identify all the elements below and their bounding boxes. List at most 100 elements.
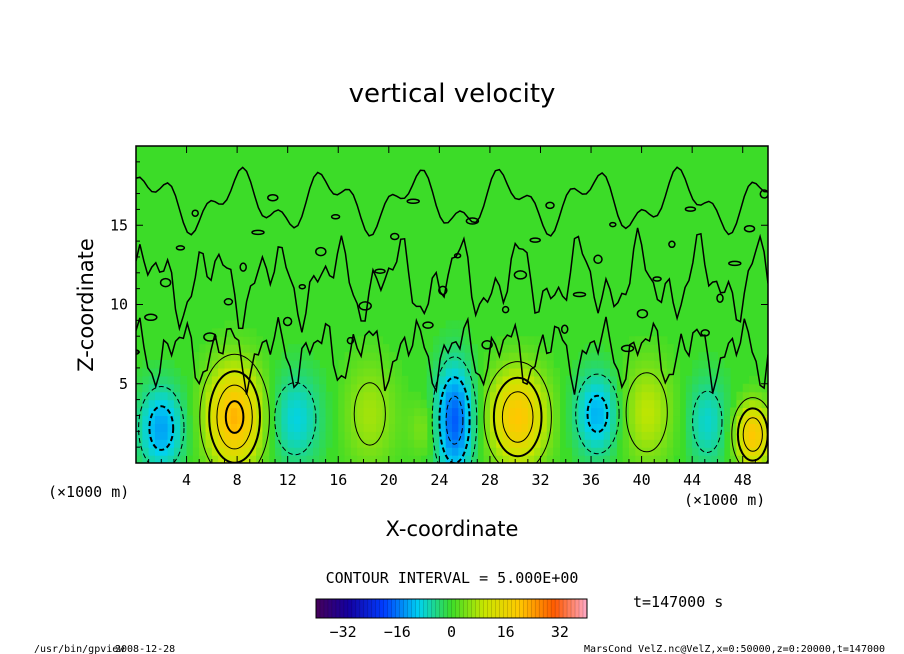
field-cell: [685, 431, 693, 440]
field-cell: [363, 352, 371, 361]
field-cell: [224, 447, 232, 456]
field-cell: [628, 352, 636, 361]
small-contour: [716, 293, 724, 303]
field-cell: [591, 375, 598, 385]
field-cell: [508, 383, 516, 393]
field-cell: [692, 383, 700, 393]
field-cell: [439, 455, 447, 463]
field-cell: [508, 336, 516, 345]
field-cell: [654, 439, 662, 448]
zero-contour: [136, 316, 768, 395]
x-tick-label: 36: [582, 471, 600, 489]
field-cell: [382, 352, 390, 361]
field-cell: [622, 383, 630, 393]
field-cell: [199, 415, 207, 424]
field-cell: [243, 375, 251, 385]
field-cell: [641, 391, 649, 401]
colorbar-swatch: [355, 599, 361, 618]
field-cell: [660, 439, 668, 448]
small-contour: [465, 217, 480, 225]
field-cell: [736, 455, 744, 463]
field-cell: [591, 455, 598, 463]
field-cell: [319, 447, 327, 456]
field-cell: [148, 375, 156, 385]
field-cell: [319, 431, 327, 440]
field-cell: [294, 423, 301, 432]
colorbar-swatch: [583, 599, 588, 618]
field-cell: [275, 447, 282, 456]
field-cell: [666, 399, 674, 409]
field-cell: [527, 383, 535, 393]
field-cell: [243, 359, 251, 369]
updraft-contour: [625, 372, 668, 453]
field-cell: [458, 383, 466, 393]
field-cell: [294, 407, 301, 417]
field-cell: [433, 399, 440, 409]
field-cell: [262, 447, 270, 456]
field-cell: [237, 415, 245, 424]
field-cell: [749, 375, 756, 385]
field-cell: [142, 383, 150, 393]
field-cell: [603, 415, 611, 424]
field-cell: [256, 352, 263, 361]
field-cell: [319, 407, 327, 417]
field-cell: [610, 407, 617, 417]
field-cell: [584, 391, 592, 401]
field-cell: [287, 407, 295, 417]
field-cell: [704, 415, 712, 424]
field-cell: [161, 383, 169, 393]
small-contour: [728, 260, 742, 267]
field-cell: [281, 407, 289, 417]
field-cell: [180, 375, 188, 385]
field-cell: [243, 383, 251, 393]
field-cell: [407, 415, 415, 424]
field-cell: [395, 407, 403, 417]
field-cell: [673, 415, 681, 424]
field-cell: [572, 447, 579, 456]
field-cell: [603, 399, 611, 409]
field-cell: [306, 399, 314, 409]
field-cell: [647, 344, 655, 353]
field-cell: [237, 439, 245, 448]
field-cell: [426, 391, 434, 401]
field-cell: [186, 447, 194, 456]
field-cell: [167, 423, 175, 432]
field-cell: [357, 455, 365, 463]
field-cell: [521, 383, 529, 393]
small-contour: [668, 240, 676, 249]
field-cell: [496, 447, 504, 456]
field-cell: [452, 383, 459, 393]
footer-source: MarsCond_VelZ.nc@VelZ,x=0:50000,z=0:2000…: [584, 644, 885, 654]
field-cell: [641, 375, 649, 385]
field-cell: [230, 320, 238, 329]
field-cell: [635, 367, 643, 377]
field-cell: [698, 439, 706, 448]
x-tick-label: 32: [531, 471, 549, 489]
field-cell: [230, 399, 238, 409]
field-cell: [173, 399, 181, 409]
field-cell: [357, 399, 365, 409]
small-contour: [545, 201, 555, 210]
field-cell: [287, 431, 295, 440]
field-cell: [711, 399, 719, 409]
colorbar-tick-label: 0: [447, 623, 456, 641]
field-cell: [224, 391, 232, 401]
field-cell: [230, 359, 238, 369]
field-cell: [502, 352, 510, 361]
field-cell: [211, 367, 219, 377]
field-cell: [382, 344, 390, 353]
field-cell: [161, 455, 169, 463]
small-contour: [159, 277, 172, 288]
field-cell: [218, 447, 226, 456]
field-cell: [445, 407, 453, 417]
field-cell: [256, 344, 263, 353]
field-cell: [470, 367, 478, 377]
field-cell: [489, 439, 497, 448]
field-cell: [275, 399, 282, 409]
field-cell: [515, 359, 523, 369]
colorbar-swatch: [559, 599, 564, 618]
field-cell: [350, 352, 358, 361]
field-cell: [508, 367, 516, 377]
field-cell: [312, 407, 320, 417]
field-cell: [540, 383, 548, 393]
